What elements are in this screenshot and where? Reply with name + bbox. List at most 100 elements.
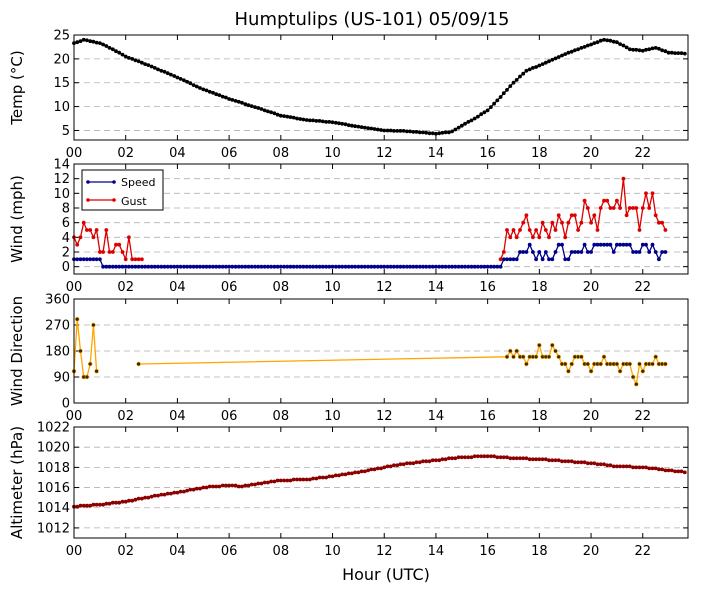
- temp-point: [214, 92, 219, 97]
- altimeter-point: [485, 454, 490, 459]
- temp-point: [495, 98, 500, 103]
- legend-speed-label: Speed: [121, 176, 155, 189]
- altimeter-point: [631, 465, 635, 470]
- altimeter-point: [524, 456, 529, 461]
- speed-point: [85, 257, 89, 262]
- temp-point: [631, 47, 635, 52]
- altimeter-point: [579, 460, 584, 465]
- temp-point: [385, 128, 390, 133]
- temp-point: [278, 113, 283, 118]
- speed-point: [466, 264, 471, 269]
- x-tick-label: 08: [273, 409, 290, 424]
- altimeter-point: [350, 471, 354, 476]
- speed-point: [657, 257, 661, 262]
- wind-xticks: 00 02 04 06 08 10 12 14 16 18 20 22: [66, 164, 651, 295]
- speed-point: [230, 264, 235, 269]
- x-tick-label: 20: [583, 280, 600, 295]
- speed-point: [427, 264, 432, 269]
- altimeter-point: [453, 456, 458, 461]
- direction-point: [650, 361, 655, 367]
- altimeter-point: [262, 480, 267, 485]
- speed-point: [240, 264, 244, 269]
- temp-point: [382, 128, 387, 133]
- altimeter-point: [298, 477, 303, 482]
- speed-point: [563, 257, 568, 262]
- x-tick-label: 10: [324, 409, 341, 424]
- temp-point: [611, 39, 616, 44]
- speed-point: [505, 257, 509, 262]
- direction-point: [537, 343, 542, 348]
- gust-point: [602, 198, 606, 203]
- temp-point: [450, 129, 454, 134]
- altimeter-point: [359, 469, 364, 474]
- direction-point: [562, 361, 568, 367]
- speed-point: [107, 264, 112, 269]
- direction-point: [74, 317, 80, 322]
- gust-point: [644, 191, 648, 196]
- speed-point: [314, 264, 319, 269]
- temp-point: [463, 121, 467, 126]
- gust-point: [110, 250, 115, 254]
- gust-point: [553, 228, 558, 232]
- speed-point: [379, 264, 383, 269]
- speed-point: [337, 264, 341, 269]
- speed-point: [333, 264, 338, 269]
- speed-point: [576, 250, 580, 254]
- altimeter-point: [531, 457, 535, 462]
- legend-gust-label: Gust: [121, 195, 147, 208]
- panel-temperature: 5 10 15 20 25 00 02 04 06 08 10 12 14 16 18 20 22 Temp …: [8, 29, 689, 161]
- gust-point: [518, 228, 522, 232]
- temp-point: [291, 115, 296, 120]
- temp-point: [627, 47, 632, 52]
- x-tick-label: 12: [376, 280, 393, 295]
- gust-point: [114, 242, 118, 247]
- altimeter-point: [466, 455, 471, 460]
- speed-point: [485, 264, 490, 269]
- temp-point: [447, 130, 451, 135]
- temp-point: [666, 50, 671, 55]
- temp-point: [114, 49, 118, 54]
- direction-point: [663, 361, 668, 367]
- temp-point: [165, 71, 170, 76]
- x-tick-label: 08: [273, 146, 290, 161]
- speed-point: [375, 264, 380, 269]
- direction-point: [566, 369, 571, 374]
- altimeter-point: [621, 464, 626, 469]
- altimeter-point: [120, 499, 125, 504]
- temp-point: [224, 95, 228, 100]
- temp-point: [94, 40, 99, 45]
- speed-point: [479, 264, 484, 269]
- speed-point: [256, 264, 261, 269]
- speed-point: [573, 250, 577, 254]
- temp-point: [143, 62, 148, 66]
- temp-point: [162, 69, 167, 74]
- temp-point: [547, 59, 551, 64]
- temp-point: [430, 131, 435, 136]
- temp-point: [421, 130, 425, 135]
- speed-point: [298, 264, 303, 269]
- altimeter-point: [107, 501, 112, 506]
- speed-point: [514, 257, 519, 262]
- gust-point: [94, 228, 99, 232]
- altimeter-point: [253, 482, 257, 487]
- speed-point: [227, 264, 232, 269]
- altimeter-point: [201, 485, 206, 490]
- temp-point: [191, 83, 196, 87]
- speed-point: [359, 264, 364, 269]
- temp-point: [573, 48, 577, 53]
- direction-point: [556, 354, 561, 359]
- speed-point: [592, 242, 597, 247]
- altimeter-point: [314, 476, 319, 481]
- speed-point: [133, 264, 138, 269]
- x-tick-label: 22: [634, 280, 651, 295]
- gust-point: [569, 213, 574, 218]
- gust-point: [566, 220, 571, 225]
- gust-point: [637, 228, 642, 232]
- altimeter-point: [450, 456, 454, 461]
- speed-point: [450, 264, 454, 269]
- temp-series: [72, 37, 687, 136]
- temp-point: [521, 71, 526, 76]
- speed-point: [611, 250, 616, 254]
- speed-point: [156, 264, 160, 269]
